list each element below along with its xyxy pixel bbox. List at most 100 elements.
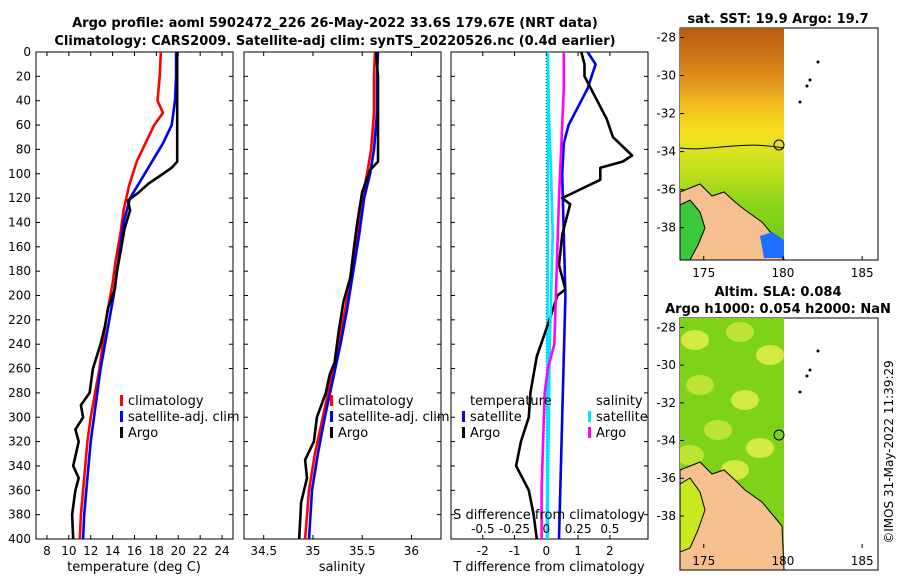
series-line-argo <box>297 52 380 539</box>
map-x-tick-label: 185 <box>851 266 874 280</box>
new-zealand-land <box>680 183 785 260</box>
y-tick-label: 200 <box>8 289 31 303</box>
difference-top-xlabel: S difference from climatology <box>453 508 645 523</box>
x-tick-label: 20 <box>171 544 186 558</box>
difference-salinity-ticks: -0.5 -0.25 0 0.25 0.5 <box>471 522 619 536</box>
x-tick-label: 34.5 <box>250 544 277 558</box>
salinity-ticks: 34.5 35 35.5 36 <box>244 51 441 558</box>
y-tick-label: 400 <box>8 532 31 546</box>
difference-legend-right: salinity satellite Argo <box>588 394 648 441</box>
series-line-salinity <box>546 52 554 539</box>
legend-swatch-argo-s <box>588 427 591 438</box>
x-tick-label: 8 <box>43 544 51 558</box>
y-tick-label: 280 <box>8 386 31 400</box>
x-tick-label: 1 <box>574 544 582 558</box>
x-tick-label: 12 <box>83 544 98 558</box>
y-tick-label: 320 <box>8 435 31 449</box>
salinity-panel: 34.5 35 35.5 36 salinity climatology satell… <box>243 51 450 575</box>
sla-blob <box>726 322 754 342</box>
map-x-tick-label: 175 <box>692 554 715 568</box>
map-y-tick-label: -28 <box>656 320 676 334</box>
legend-label-argo: Argo <box>128 426 158 441</box>
salinity-legend: climatology satellite-adj. clim Argo <box>330 394 450 441</box>
legend-swatch-satellite <box>330 411 333 422</box>
map-y-tick-label: -38 <box>656 221 676 235</box>
y-tick-label: 380 <box>8 508 31 522</box>
x-tick-label: 24 <box>214 544 229 558</box>
map-y-tick-label: -34 <box>656 145 676 159</box>
y-tick-label: 180 <box>8 264 31 278</box>
legend-swatch-satellite <box>120 411 123 422</box>
islands-sla-2 <box>805 374 809 378</box>
legend-swatch-satellite-t <box>462 411 465 422</box>
temperature-legend: climatology satellite-adj. clim Argo <box>120 394 240 441</box>
islands-sla-3 <box>816 349 820 353</box>
y-tick-label: 220 <box>8 313 31 327</box>
sst-map-ticks: 175 180 185 -28 -30 -32 -34 -36 -38 <box>656 31 873 280</box>
series-line-climatology <box>78 52 165 539</box>
salinity-diff-tick-label: 0 <box>543 522 551 536</box>
temperature-axes-box <box>35 51 234 540</box>
y-tick-label: 100 <box>8 167 31 181</box>
difference-panel: -2 -1 0 1 2 T difference from climatology S … <box>450 51 649 575</box>
map-y-tick-label: -32 <box>656 396 676 410</box>
y-tick-label: 60 <box>16 118 31 132</box>
sst-contour <box>680 144 785 150</box>
legend-label-climatology: climatology <box>338 394 414 409</box>
sla-blob <box>704 420 732 440</box>
legend-swatch-temperature <box>462 395 465 406</box>
sla-map-title-line1: Altim. SLA: 0.084 <box>715 285 842 300</box>
argo-position-marker <box>773 139 785 151</box>
legend-label-salinity: salinity <box>596 394 643 409</box>
y-tick-label: 120 <box>8 191 31 205</box>
sla-blob <box>686 375 714 395</box>
salinity-axes-box <box>243 51 442 540</box>
difference-ticks: -2 -1 0 1 2 <box>451 51 648 558</box>
temperature-series <box>70 52 179 539</box>
difference-legend-left: temperature satellite Argo <box>462 394 552 441</box>
y-tick-label: 140 <box>8 215 31 229</box>
salinity-xlabel: salinity <box>319 560 366 575</box>
x-tick-label: -1 <box>509 544 521 558</box>
series-line-argo <box>70 52 179 539</box>
map-x-tick-label: 185 <box>851 554 874 568</box>
x-tick-label: 22 <box>193 544 208 558</box>
legend-label-satellite-s: satellite <box>596 410 648 425</box>
legend-label-satellite: satellite-adj. clim <box>338 410 450 425</box>
salinity-series <box>297 52 380 539</box>
islands-4 <box>798 100 802 104</box>
x-tick-label: 18 <box>149 544 164 558</box>
legend-swatch-argo <box>120 427 123 438</box>
y-tick-label: 300 <box>8 410 31 424</box>
y-tick-label: 260 <box>8 362 31 376</box>
islands-sla-1 <box>808 368 812 372</box>
y-tick-label: 240 <box>8 337 31 351</box>
coastal-zone <box>680 199 706 260</box>
map-y-tick-label: -34 <box>656 434 676 448</box>
y-tick-label: 340 <box>8 459 31 473</box>
map-x-tick-label: 175 <box>692 266 715 280</box>
difference-xlabel: T difference from climatology <box>452 560 645 575</box>
x-tick-label: -2 <box>477 544 489 558</box>
credit-text: ©IMOS 31-May-2022 11:39:29 <box>882 360 896 544</box>
series-line-argo <box>514 52 634 539</box>
sla-map-ticks: 175 180 185 -28 -30 -32 -34 -36 -38 <box>656 320 873 568</box>
temperature-panel: 8 10 12 14 16 18 20 22 24 temperature (deg C) cl… <box>35 51 240 575</box>
x-tick-label: 0 <box>543 544 551 558</box>
legend-swatch-salinity <box>588 395 591 406</box>
legend-swatch-climatology <box>330 395 333 406</box>
map-x-tick-label: 180 <box>772 554 795 568</box>
legend-label-satellite: satellite-adj. clim <box>128 410 240 425</box>
argo-position-marker-sla <box>773 429 785 441</box>
series-line-satellite <box>557 52 597 539</box>
series-line-sat-salinity <box>540 52 566 539</box>
legend-label-argo-t: Argo <box>470 426 500 441</box>
map-x-tick-label: 180 <box>772 266 795 280</box>
legend-label-satellite-t: satellite <box>470 410 522 425</box>
x-tick-label: 14 <box>105 544 120 558</box>
map-y-tick-label: -36 <box>656 183 676 197</box>
salinity-diff-tick-label: -0.25 <box>499 522 530 536</box>
figure-title-line1: Argo profile: aoml 5902472_226 26-May-20… <box>72 16 598 31</box>
salinity-diff-tick-label: -0.5 <box>471 522 494 536</box>
salinity-diff-tick-label: 0.5 <box>600 522 619 536</box>
